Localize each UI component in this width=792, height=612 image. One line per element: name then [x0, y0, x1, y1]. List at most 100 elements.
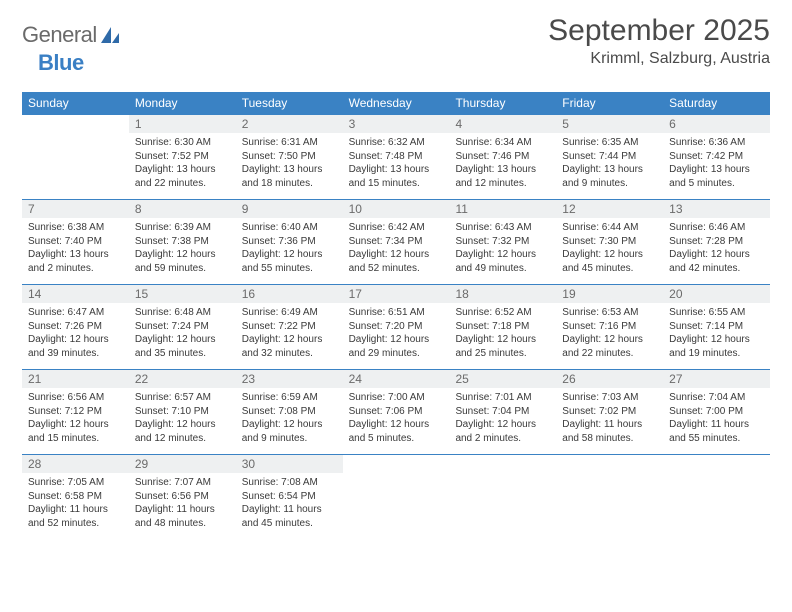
info-line: Sunrise: 6:30 AM [135, 136, 230, 150]
day-cell: 15Sunrise: 6:48 AMSunset: 7:24 PMDayligh… [129, 285, 236, 369]
day-info: Sunrise: 7:01 AMSunset: 7:04 PMDaylight:… [455, 391, 550, 445]
info-line: Sunrise: 6:57 AM [135, 391, 230, 405]
day-number: 14 [22, 285, 129, 303]
day-cell: 10Sunrise: 6:42 AMSunset: 7:34 PMDayligh… [343, 200, 450, 284]
info-line: Sunset: 7:08 PM [242, 405, 337, 419]
day-cell [663, 455, 770, 539]
day-info: Sunrise: 6:51 AMSunset: 7:20 PMDaylight:… [349, 306, 444, 360]
day-info: Sunrise: 6:39 AMSunset: 7:38 PMDaylight:… [135, 221, 230, 275]
info-line: and 35 minutes. [135, 347, 230, 361]
info-line: and 52 minutes. [28, 517, 123, 531]
day-cell: 6Sunrise: 6:36 AMSunset: 7:42 PMDaylight… [663, 115, 770, 199]
info-line: Sunrise: 6:47 AM [28, 306, 123, 320]
info-line: Sunrise: 6:56 AM [28, 391, 123, 405]
day-info: Sunrise: 6:59 AMSunset: 7:08 PMDaylight:… [242, 391, 337, 445]
day-cell: 19Sunrise: 6:53 AMSunset: 7:16 PMDayligh… [556, 285, 663, 369]
day-info: Sunrise: 6:55 AMSunset: 7:14 PMDaylight:… [669, 306, 764, 360]
info-line: Daylight: 13 hours [455, 163, 550, 177]
info-line: Sunrise: 6:48 AM [135, 306, 230, 320]
day-number: 28 [22, 455, 129, 473]
day-number: 10 [343, 200, 450, 218]
day-cell [556, 455, 663, 539]
logo-word2: Blue [22, 50, 84, 76]
info-line: Sunset: 7:34 PM [349, 235, 444, 249]
day-number: 13 [663, 200, 770, 218]
info-line: and 2 minutes. [455, 432, 550, 446]
info-line: Daylight: 11 hours [242, 503, 337, 517]
info-line: and 15 minutes. [349, 177, 444, 191]
info-line: Daylight: 11 hours [135, 503, 230, 517]
week-row: 28 Sunrise: 7:05 AMSunset: 6:58 PMDayligh… [22, 455, 770, 539]
info-line: Sunrise: 7:04 AM [669, 391, 764, 405]
info-line: Daylight: 12 hours [242, 418, 337, 432]
info-line: Sunrise: 6:49 AM [242, 306, 337, 320]
day-number: 30 [236, 455, 343, 473]
day-number: 7 [22, 200, 129, 218]
title-block: September 2025 Krimml, Salzburg, Austria [548, 8, 770, 68]
day-info: Sunrise: 7:05 AMSunset: 6:58 PMDaylight:… [28, 476, 123, 530]
info-line: and 19 minutes. [669, 347, 764, 361]
day-cell: 8Sunrise: 6:39 AMSunset: 7:38 PMDaylight… [129, 200, 236, 284]
day-cell: 11Sunrise: 6:43 AMSunset: 7:32 PMDayligh… [449, 200, 556, 284]
day-info: Sunrise: 6:30 AMSunset: 7:52 PMDaylight:… [135, 136, 230, 190]
info-line: Daylight: 12 hours [562, 248, 657, 262]
day-info: Sunrise: 6:48 AMSunset: 7:24 PMDaylight:… [135, 306, 230, 360]
info-line: Daylight: 13 hours [669, 163, 764, 177]
day-number: 23 [236, 370, 343, 388]
day-number: 22 [129, 370, 236, 388]
info-line: Daylight: 12 hours [349, 333, 444, 347]
day-cell: 20Sunrise: 6:55 AMSunset: 7:14 PMDayligh… [663, 285, 770, 369]
day-number: 26 [556, 370, 663, 388]
info-line: Sunset: 7:40 PM [28, 235, 123, 249]
day-info: Sunrise: 6:56 AMSunset: 7:12 PMDaylight:… [28, 391, 123, 445]
day-number: 29 [129, 455, 236, 473]
day-number: 25 [449, 370, 556, 388]
info-line: Sunrise: 6:46 AM [669, 221, 764, 235]
info-line: and 29 minutes. [349, 347, 444, 361]
info-line: Sunset: 6:58 PM [28, 490, 123, 504]
info-line: Sunset: 7:24 PM [135, 320, 230, 334]
logo-sail-icon [99, 25, 121, 45]
info-line: Sunset: 7:48 PM [349, 150, 444, 164]
info-line: and 58 minutes. [562, 432, 657, 446]
day-cell: 26Sunrise: 7:03 AMSunset: 7:02 PMDayligh… [556, 370, 663, 454]
day-cell [343, 455, 450, 539]
day-header: Tuesday [236, 92, 343, 115]
week-row: 14 Sunrise: 6:47 AMSunset: 7:26 PMDayligh… [22, 285, 770, 370]
day-cell: 9Sunrise: 6:40 AMSunset: 7:36 PMDaylight… [236, 200, 343, 284]
info-line: Sunset: 7:42 PM [669, 150, 764, 164]
info-line: Sunset: 6:56 PM [135, 490, 230, 504]
day-cell: 13 Sunrise: 6:46 AMSunset: 7:28 PMDayligh… [663, 200, 770, 284]
day-cell: 12Sunrise: 6:44 AMSunset: 7:30 PMDayligh… [556, 200, 663, 284]
info-line: Daylight: 12 hours [28, 418, 123, 432]
day-cell: 4Sunrise: 6:34 AMSunset: 7:46 PMDaylight… [449, 115, 556, 199]
info-line: Daylight: 13 hours [242, 163, 337, 177]
day-info: Sunrise: 6:52 AMSunset: 7:18 PMDaylight:… [455, 306, 550, 360]
info-line: and 12 minutes. [135, 432, 230, 446]
info-line: Sunset: 7:46 PM [455, 150, 550, 164]
info-line: and 2 minutes. [28, 262, 123, 276]
info-line: Sunrise: 7:00 AM [349, 391, 444, 405]
info-line: Daylight: 12 hours [242, 333, 337, 347]
info-line: Sunset: 7:06 PM [349, 405, 444, 419]
day-info: Sunrise: 6:46 AMSunset: 7:28 PMDaylight:… [669, 221, 764, 275]
day-header: Monday [129, 92, 236, 115]
info-line: Daylight: 12 hours [349, 248, 444, 262]
day-info: Sunrise: 6:32 AMSunset: 7:48 PMDaylight:… [349, 136, 444, 190]
info-line: Daylight: 12 hours [562, 333, 657, 347]
info-line: Daylight: 12 hours [669, 248, 764, 262]
day-info: Sunrise: 6:40 AMSunset: 7:36 PMDaylight:… [242, 221, 337, 275]
info-line: Sunset: 7:14 PM [669, 320, 764, 334]
day-number: 5 [556, 115, 663, 133]
day-cell: 7Sunrise: 6:38 AMSunset: 7:40 PMDaylight… [22, 200, 129, 284]
day-number: 12 [556, 200, 663, 218]
day-info: Sunrise: 6:47 AMSunset: 7:26 PMDaylight:… [28, 306, 123, 360]
logo-word1: General [22, 22, 97, 48]
day-header: Thursday [449, 92, 556, 115]
day-info: Sunrise: 6:49 AMSunset: 7:22 PMDaylight:… [242, 306, 337, 360]
info-line: Sunrise: 6:39 AM [135, 221, 230, 235]
info-line: and 22 minutes. [135, 177, 230, 191]
day-cell: 18Sunrise: 6:52 AMSunset: 7:18 PMDayligh… [449, 285, 556, 369]
info-line: Sunrise: 6:43 AM [455, 221, 550, 235]
info-line: Sunrise: 6:35 AM [562, 136, 657, 150]
